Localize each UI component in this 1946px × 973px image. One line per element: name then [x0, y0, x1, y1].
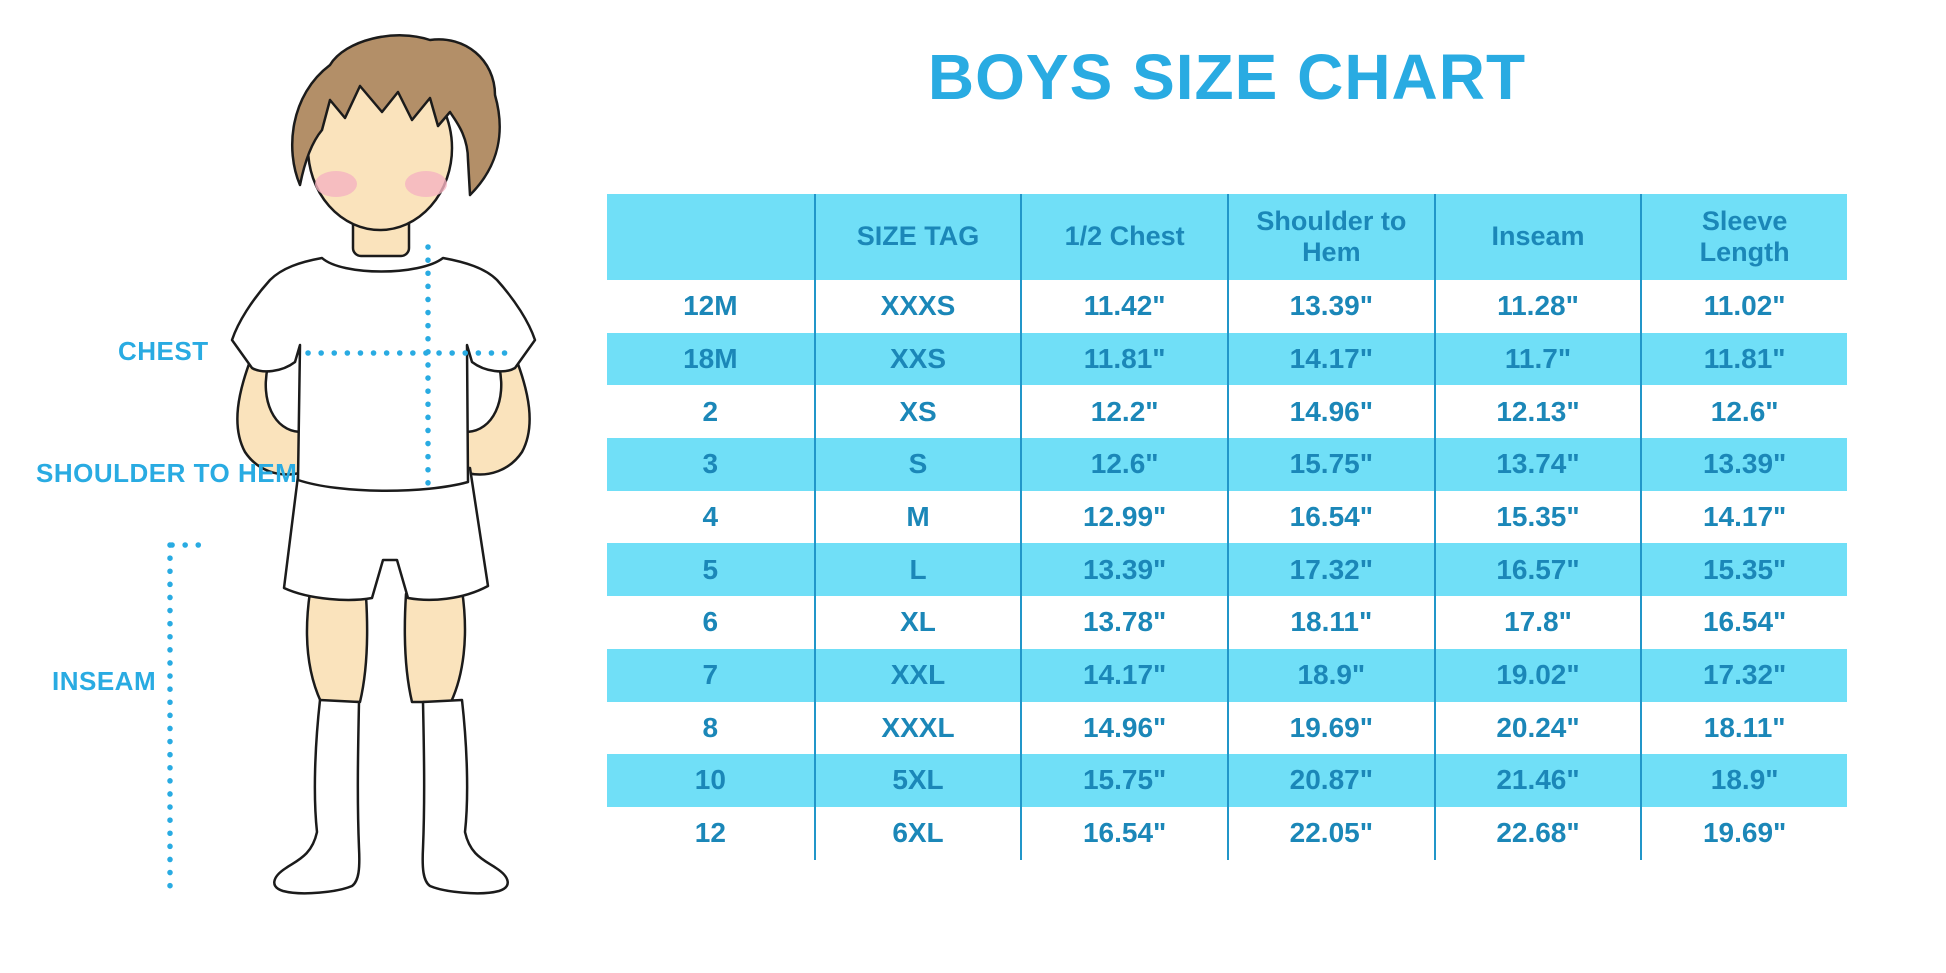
boy-illustration — [167, 34, 537, 895]
value-cell: 22.68" — [1433, 806, 1641, 860]
right-sock-shape — [421, 698, 509, 895]
row-size-cell: 7 — [607, 648, 814, 702]
value-cell: 18.9" — [1640, 754, 1847, 807]
value-cell: 12.13" — [1433, 385, 1641, 439]
boy-measurement-figure: CHEST SHOULDER TO HEM INSEAM — [0, 0, 620, 973]
value-cell: 15.35" — [1433, 490, 1641, 544]
value-cell: 16.57" — [1433, 543, 1641, 597]
value-cell: 14.96" — [1227, 385, 1434, 439]
left-sock-shape — [273, 698, 361, 895]
value-cell: 17.8" — [1433, 596, 1641, 649]
row-size-cell: 12M — [607, 280, 814, 333]
value-cell: 13.39" — [1227, 280, 1434, 333]
left-arm-shape — [236, 354, 302, 476]
right-blush-shape — [405, 171, 447, 197]
value-cell: 11.42" — [1020, 280, 1227, 333]
value-cell: 16.54" — [1020, 806, 1227, 860]
left-blush-shape — [315, 171, 357, 197]
header-cell-1: SIZE TAG — [813, 194, 1021, 280]
value-cell: 13.78" — [1020, 596, 1227, 649]
row-size-cell: 5 — [607, 543, 814, 597]
value-cell: 15.75" — [1020, 754, 1227, 807]
header-cell-5: Sleeve Length — [1640, 194, 1847, 280]
shorts-shape — [282, 466, 490, 602]
value-cell: L — [813, 543, 1021, 597]
value-cell: 11.81" — [1640, 332, 1847, 386]
value-cell: 16.54" — [1640, 596, 1847, 649]
value-cell: 18.11" — [1640, 701, 1847, 755]
value-cell: 12.2" — [1020, 385, 1227, 439]
row-size-cell: 10 — [607, 754, 814, 807]
header-cell-2: 1/2 Chest — [1020, 194, 1227, 280]
value-cell: 5XL — [813, 754, 1021, 807]
value-cell: 6XL — [813, 806, 1021, 860]
value-cell: 19.69" — [1227, 701, 1434, 755]
value-cell: 15.35" — [1640, 543, 1847, 597]
value-cell: 20.24" — [1433, 701, 1641, 755]
value-cell: 13.39" — [1020, 543, 1227, 597]
value-cell: 11.02" — [1640, 280, 1847, 333]
header-cell-size — [607, 194, 814, 280]
value-cell: 15.75" — [1227, 438, 1434, 491]
value-cell: 17.32" — [1227, 543, 1434, 597]
row-size-cell: 2 — [607, 385, 814, 439]
row-size-cell: 3 — [607, 438, 814, 491]
value-cell: 14.17" — [1640, 490, 1847, 544]
value-cell: 11.81" — [1020, 332, 1227, 386]
inseam-label: INSEAM — [52, 666, 157, 696]
right-leg-shape — [403, 588, 467, 704]
tshirt-shape — [230, 256, 537, 492]
page-title: BOYS SIZE CHART — [927, 41, 1527, 113]
header-cell-4: Inseam — [1433, 194, 1641, 280]
value-cell: M — [813, 490, 1021, 544]
value-cell: 19.02" — [1433, 648, 1641, 702]
value-cell: 14.17" — [1227, 332, 1434, 386]
value-cell: 14.17" — [1020, 648, 1227, 702]
value-cell: 17.32" — [1640, 648, 1847, 702]
row-size-cell: 8 — [607, 701, 814, 755]
value-cell: 12.6" — [1640, 385, 1847, 439]
value-cell: 18.9" — [1227, 648, 1434, 702]
value-cell: 13.39" — [1640, 438, 1847, 491]
shoulder-to-hem-label: SHOULDER TO HEM — [36, 458, 298, 488]
chest-label: CHEST — [118, 336, 209, 366]
value-cell: 12.99" — [1020, 490, 1227, 544]
value-cell: XL — [813, 596, 1021, 649]
value-cell: S — [813, 438, 1021, 491]
value-cell: 20.87" — [1227, 754, 1434, 807]
row-size-cell: 18M — [607, 332, 814, 386]
value-cell: 11.7" — [1433, 332, 1641, 386]
value-cell: 19.69" — [1640, 806, 1847, 860]
row-size-cell: 4 — [607, 490, 814, 544]
header-cell-3: Shoulder to Hem — [1227, 194, 1434, 280]
value-cell: 21.46" — [1433, 754, 1641, 807]
value-cell: 14.96" — [1020, 701, 1227, 755]
hair-shape — [290, 34, 501, 197]
value-cell: XXS — [813, 332, 1021, 386]
value-cell: 18.11" — [1227, 596, 1434, 649]
value-cell: XXXS — [813, 280, 1021, 333]
value-cell: XS — [813, 385, 1021, 439]
row-size-cell: 12 — [607, 806, 814, 860]
value-cell: 16.54" — [1227, 490, 1434, 544]
value-cell: 13.74" — [1433, 438, 1641, 491]
right-arm-shape — [465, 354, 531, 476]
value-cell: XXL — [813, 648, 1021, 702]
value-cell: 11.28" — [1433, 280, 1641, 333]
value-cell: 12.6" — [1020, 438, 1227, 491]
left-leg-shape — [305, 590, 369, 704]
value-cell: XXXL — [813, 701, 1021, 755]
size-table: SIZE TAG 1/2 Chest Shoulder to Hem Inseam Sl… — [607, 194, 1847, 860]
value-cell: 22.05" — [1227, 806, 1434, 860]
row-size-cell: 6 — [607, 596, 814, 649]
